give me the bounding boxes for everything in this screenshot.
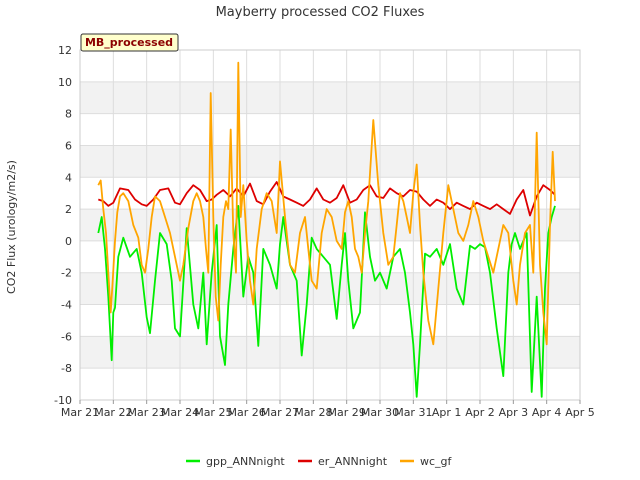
annotation-text: MB_processed [85, 36, 173, 49]
plot-band [80, 336, 580, 369]
plot-band [80, 50, 580, 82]
y-tick-label: 0 [65, 235, 72, 248]
x-tick-label: Mar 21 [61, 406, 99, 419]
x-tick-label: Apr 1 [432, 406, 462, 419]
y-tick-label: -10 [54, 394, 72, 407]
x-tick-label: Mar 30 [361, 406, 399, 419]
series-line-wc-gf [97, 61, 556, 346]
x-tick-label: Mar 31 [394, 406, 432, 419]
legend-item-wc-gf: wc_gf [400, 455, 453, 468]
series-layer [97, 61, 556, 398]
series-line-er-annnight [98, 181, 556, 217]
x-tick-label: Mar 23 [128, 406, 166, 419]
x-tick-label: Apr 2 [465, 406, 495, 419]
legend-label: wc_gf [420, 455, 453, 468]
plot-band [80, 145, 580, 178]
annotation-badge: MB_processed [80, 33, 179, 52]
y-tick-label: -2 [61, 267, 72, 280]
x-tick-label: Apr 4 [532, 406, 562, 419]
x-tick-label: Mar 27 [261, 406, 299, 419]
y-tick-label: 6 [65, 139, 72, 152]
plot-band [80, 368, 580, 400]
plot-band [80, 177, 580, 210]
y-tick-label: 2 [65, 203, 72, 216]
x-tick-label: Mar 25 [194, 406, 232, 419]
x-tick-label: Mar 22 [94, 406, 132, 419]
legend-label: er_ANNnight [318, 455, 388, 468]
plot-band [80, 113, 580, 146]
legend-item-gpp-annnight: gpp_ANNnight [186, 455, 285, 468]
x-tick-label: Mar 24 [161, 406, 199, 419]
y-tick-label: -8 [61, 362, 72, 375]
y-tick-label: 8 [65, 108, 72, 121]
plot-band [80, 272, 580, 305]
y-axis: -10 -8 -6 -4 -2 0 2 4 6 8 10 12 [54, 44, 72, 407]
legend-label: gpp_ANNnight [206, 455, 285, 468]
y-tick-label: 12 [58, 44, 72, 57]
x-tick-label: Mar 26 [228, 406, 266, 419]
y-axis-label: CO2 Flux (urology/m2/s) [5, 160, 18, 294]
chart-title: Mayberry processed CO2 Fluxes [216, 5, 425, 20]
legend-item-er-annnight: er_ANNnight [298, 455, 388, 468]
x-tick-label: Mar 29 [328, 406, 366, 419]
legend: gpp_ANNnight er_ANNnight wc_gf [186, 455, 453, 468]
y-tick-label: 4 [65, 171, 72, 184]
series-line-gpp-annnight [97, 204, 556, 398]
y-tick-label: 10 [58, 76, 72, 89]
x-tick-label: Mar 28 [294, 406, 332, 419]
plot-frame [79, 49, 581, 401]
plot-band [80, 81, 580, 114]
y-tick-label: -4 [61, 299, 72, 312]
x-tick-label: Apr 3 [499, 406, 529, 419]
x-tick-label: Apr 5 [565, 406, 595, 419]
annotation-box [80, 33, 179, 52]
y-tick-label: -6 [61, 330, 72, 343]
